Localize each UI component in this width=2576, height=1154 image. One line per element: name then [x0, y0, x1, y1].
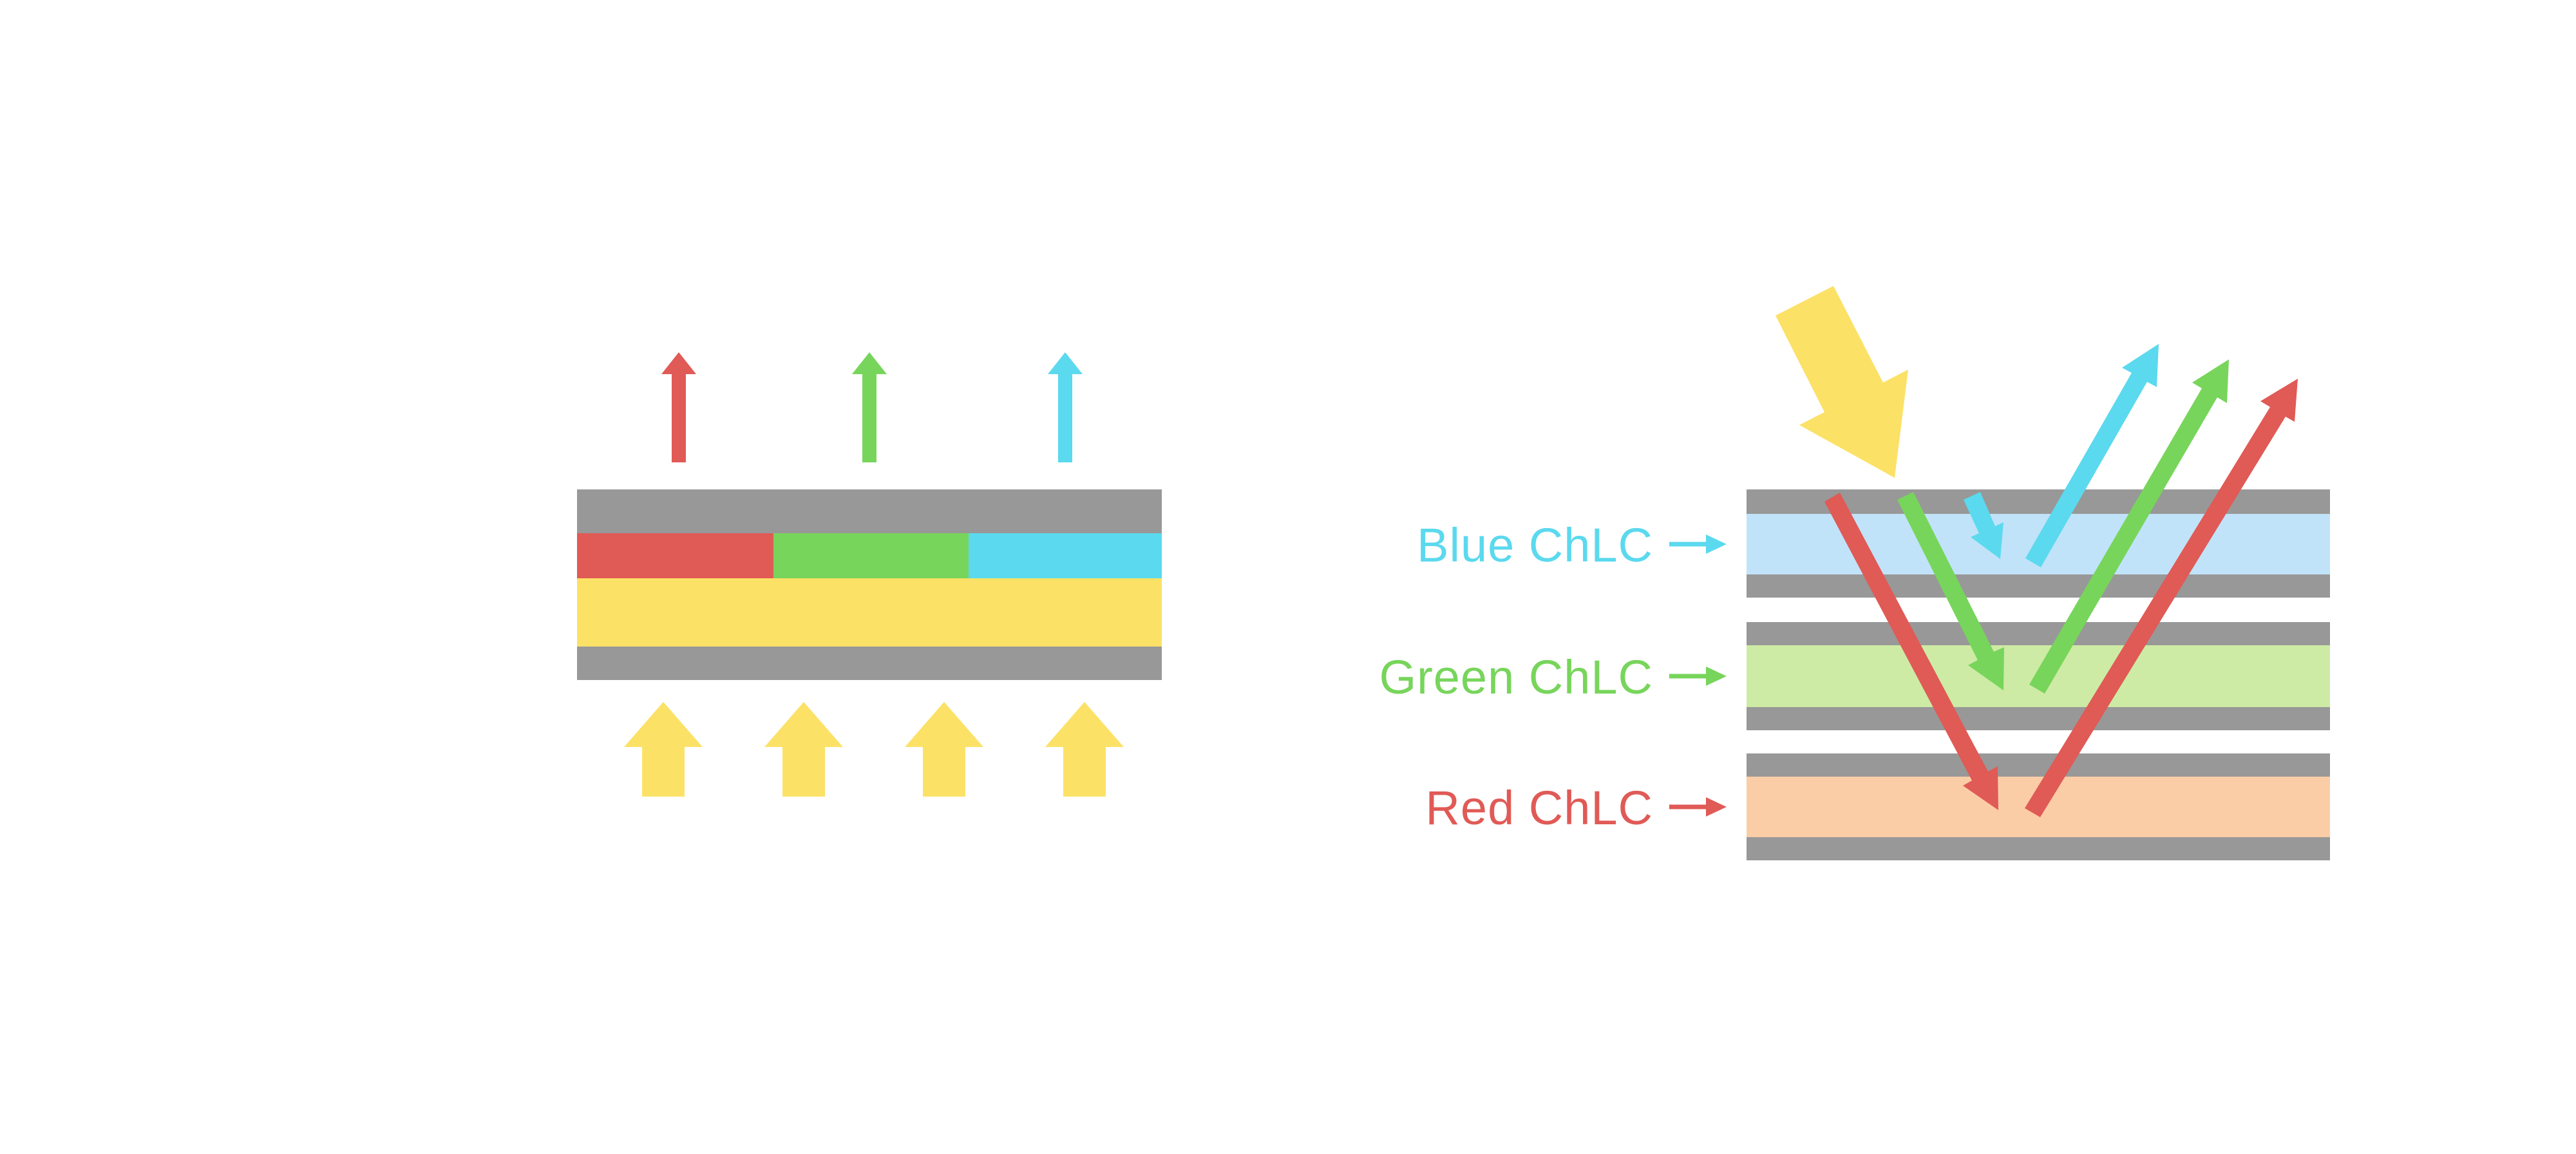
left-stack-cyan-subpixel: [969, 533, 1162, 578]
right-diagram: Blue ChLC Green ChLC Red ChLC: [1379, 286, 2330, 860]
green-ray-incoming-arrow-icon: [1897, 492, 2004, 690]
green-chlc-label: Green ChLC: [1379, 650, 1653, 704]
green-label-pointer-arrowhead-icon: [1706, 667, 1727, 686]
blue-cell-bottom-substrate: [1747, 574, 2330, 598]
blue-label-pointer-arrowhead-icon: [1706, 534, 1727, 554]
green-ray-reflected-arrow-icon: [2029, 359, 2229, 694]
cyan-ray-incoming-arrow-icon: [1964, 492, 2003, 559]
backlight-arrow-3-icon: [905, 702, 983, 797]
incident-light-arrow-icon: [1776, 286, 1908, 478]
cyan-emitted-light-arrow-icon: [1048, 352, 1083, 462]
left-diagram: [577, 352, 1162, 797]
red-ray-reflected-arrow-icon: [2025, 379, 2298, 817]
red-cell-bottom-substrate: [1747, 837, 2330, 860]
red-cell-top-substrate: [1747, 753, 2330, 777]
green-cell-bottom-substrate: [1747, 707, 2330, 730]
blue-chlc-label: Blue ChLC: [1417, 518, 1653, 572]
left-stack-bottom-substrate: [577, 647, 1162, 680]
red-ray-incoming-arrow-icon: [1824, 493, 1998, 810]
red-chlc-label: Red ChLC: [1425, 781, 1653, 835]
backlight-arrow-1-icon: [624, 702, 703, 797]
left-stack-green-subpixel: [773, 533, 969, 578]
red-label-pointer-arrowhead-icon: [1706, 797, 1727, 817]
red-emitted-light-arrow-icon: [661, 352, 696, 462]
backlight-arrow-4-icon: [1045, 702, 1124, 797]
left-stack-yellow-layer: [577, 578, 1162, 647]
left-stack-top-substrate: [577, 489, 1162, 533]
backlight-arrow-2-icon: [764, 702, 843, 797]
cyan-ray-reflected-arrow-icon: [2025, 344, 2159, 567]
green-emitted-light-arrow-icon: [852, 352, 887, 462]
green-cell-top-substrate: [1747, 622, 2330, 645]
left-stack-red-subpixel: [577, 533, 773, 578]
